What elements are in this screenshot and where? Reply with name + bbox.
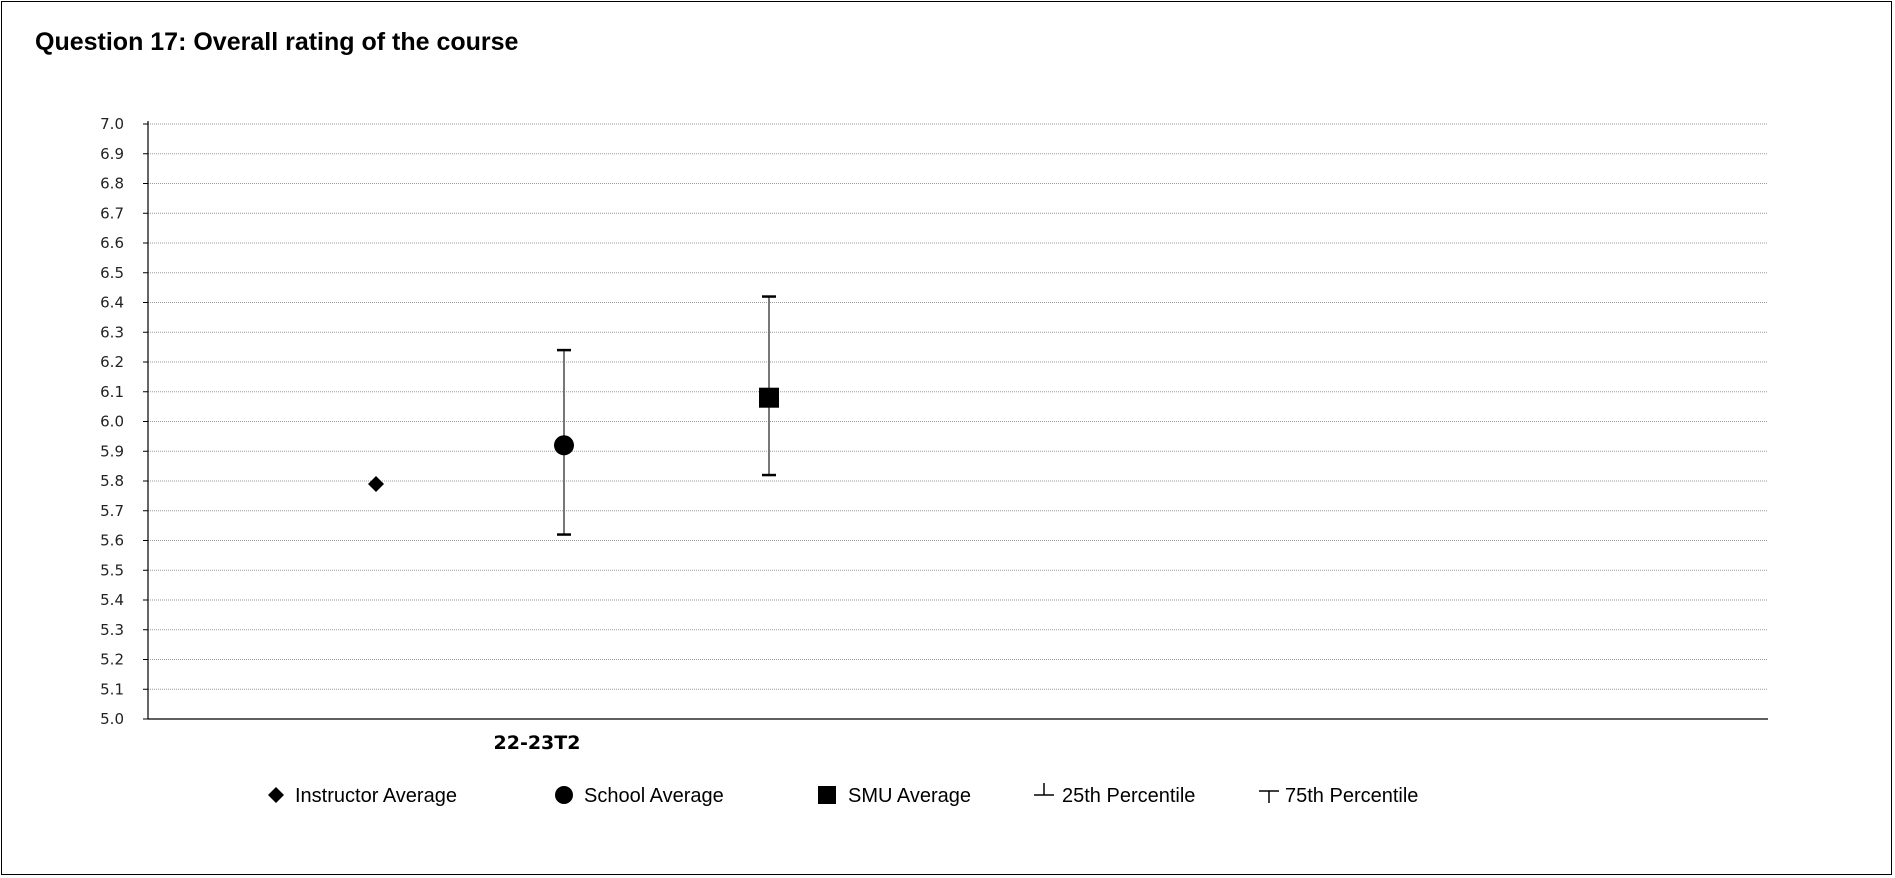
- y-tick-label: 6.2: [100, 353, 124, 371]
- legend-label: 75th Percentile: [1285, 785, 1418, 807]
- legend-square-icon: [818, 786, 836, 804]
- instructor-average-point: [368, 475, 384, 492]
- y-tick-label: 6.7: [100, 204, 124, 222]
- y-tick-label: 5.2: [100, 651, 124, 669]
- x-category-label: 22-23T2: [494, 732, 581, 754]
- legend-label: 25th Percentile: [1062, 785, 1195, 807]
- y-tick-label: 5.3: [100, 621, 124, 639]
- y-tick-label: 5.8: [100, 472, 124, 490]
- y-tick-label: 5.5: [100, 561, 124, 579]
- school-average-point: [554, 435, 574, 456]
- legend-label: Instructor Average: [295, 785, 457, 807]
- y-tick-label: 6.3: [100, 323, 124, 341]
- y-tick-label: 6.5: [100, 264, 124, 282]
- y-tick-label: 6.1: [100, 383, 124, 401]
- smu-average-point: [759, 387, 779, 408]
- legend-circle-icon: [555, 786, 573, 804]
- chart-title: Question 17: Overall rating of the cours…: [35, 28, 519, 56]
- legend-label: School Average: [584, 785, 724, 807]
- y-tick-label: 6.4: [100, 294, 124, 312]
- y-tick-label: 5.7: [100, 502, 124, 520]
- y-tick-label: 5.1: [100, 680, 124, 698]
- y-tick-label: 6.8: [100, 175, 124, 193]
- legend-label: SMU Average: [848, 785, 971, 807]
- y-tick-label: 6.0: [100, 413, 124, 431]
- y-tick-label: 6.6: [100, 234, 124, 252]
- legend-diamond-icon: [268, 787, 284, 803]
- y-tick-label: 5.6: [100, 532, 124, 550]
- y-tick-label: 5.4: [100, 591, 124, 609]
- y-tick-label: 5.0: [100, 710, 124, 728]
- y-tick-label: 7.0: [100, 115, 124, 133]
- y-tick-label: 6.9: [100, 145, 124, 163]
- y-tick-label: 5.9: [100, 442, 124, 460]
